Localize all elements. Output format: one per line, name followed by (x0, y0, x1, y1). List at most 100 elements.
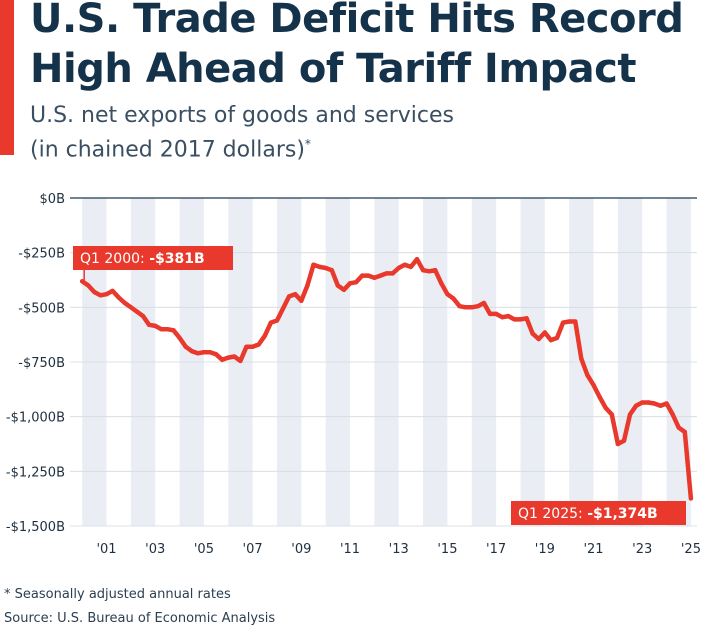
data-point (153, 323, 158, 329)
data-point (274, 318, 280, 323)
subtitle-line-1: U.S. net exports of goods and services (30, 103, 455, 128)
series-points (79, 257, 694, 501)
data-point (664, 401, 669, 406)
annotation-box-end (511, 501, 686, 525)
data-point (500, 314, 505, 320)
data-point (329, 267, 334, 273)
subtitle-units: (in chained 2017 dollars) (30, 137, 305, 163)
y-tick-label: -$1,250B (6, 465, 65, 480)
data-point (451, 296, 456, 301)
data-point (512, 317, 517, 322)
x-tick-label: '17 (486, 542, 506, 557)
y-tick-label: -$1,500B (6, 520, 65, 535)
data-point (104, 292, 109, 297)
data-point (189, 348, 194, 354)
data-point (122, 300, 127, 306)
data-point (676, 425, 681, 430)
data-point (579, 356, 584, 361)
data-point (128, 305, 134, 310)
y-tick-label: -$500B (18, 301, 65, 316)
data-point (573, 319, 578, 324)
y-tick-label: -$1,000B (6, 411, 65, 426)
x-tick-label: '13 (389, 542, 409, 557)
data-point (201, 349, 207, 355)
data-point (171, 328, 176, 333)
footnote: * Seasonally adjusted annual rates (4, 587, 231, 602)
data-point (177, 335, 182, 341)
data-point (402, 262, 408, 267)
data-point (566, 319, 572, 324)
data-point (633, 403, 639, 408)
data-point (414, 257, 420, 262)
data-point (293, 292, 298, 297)
annotations: Q1 2000: -$381B Q1 2025: -$1,374B (73, 246, 686, 525)
data-point (353, 279, 359, 285)
data-point (688, 496, 694, 501)
data-point (213, 352, 219, 357)
data-point (268, 320, 274, 325)
data-point (463, 305, 468, 310)
data-point (658, 403, 663, 408)
data-point (652, 401, 657, 406)
data-point (79, 279, 85, 284)
data-point (207, 349, 213, 355)
footnote-mark: * (304, 137, 311, 151)
x-tick-label: '05 (194, 542, 214, 557)
annotation-value: -$381B (149, 251, 204, 267)
annotation-prefix: Q1 2025: (518, 506, 587, 522)
line-chart: $0B -$250B -$500B -$750B -$1,000B -$1,250B -$1… (6, 192, 701, 557)
data-point (244, 344, 249, 349)
x-tick-label: '21 (583, 542, 603, 557)
data-point (366, 273, 371, 278)
data-point (335, 283, 341, 288)
data-point (433, 267, 438, 273)
annotation-label-end: Q1 2025: -$1,374B (518, 506, 658, 522)
x-axis: '01 '03 '05 '07 '09 '11 '13 '15 '17 '19 '21 '23 '25 (96, 542, 701, 557)
data-point (408, 264, 414, 270)
data-point (317, 264, 322, 270)
data-point (524, 316, 529, 321)
data-point (670, 412, 675, 417)
data-point (311, 262, 316, 267)
y-tick-label: -$750B (18, 356, 65, 371)
y-tick-label: $0B (40, 192, 65, 207)
annotation-value: -$1,374B (587, 506, 658, 522)
data-point (426, 269, 432, 274)
x-tick-label: '01 (96, 542, 116, 557)
data-point (226, 355, 231, 360)
data-point (98, 293, 103, 298)
data-point (487, 311, 493, 317)
data-point (219, 357, 225, 363)
chart-title: U.S. Trade Deficit Hits Record High Ahea… (30, 0, 684, 92)
data-point (262, 333, 267, 338)
data-point (481, 300, 487, 306)
data-point (286, 294, 292, 299)
x-tick-label: '19 (535, 542, 555, 557)
chart-subtitle: U.S. net exports of goods and services (… (30, 101, 454, 164)
data-point (347, 281, 353, 286)
data-point (506, 313, 511, 319)
data-point (518, 317, 523, 322)
data-point (560, 320, 566, 325)
data-point (445, 292, 450, 297)
data-point (597, 394, 602, 400)
data-point (646, 400, 651, 405)
y-tick-label: -$250B (18, 247, 65, 262)
data-point (256, 342, 261, 347)
data-point (554, 335, 560, 341)
data-point (457, 304, 462, 309)
data-point (548, 337, 554, 343)
data-point (396, 265, 401, 271)
data-point (682, 429, 688, 435)
x-tick-label: '23 (632, 542, 652, 557)
subtitle-line-2: (in chained 2017 dollars)* (30, 130, 454, 164)
data-point (140, 313, 146, 319)
data-point (92, 289, 97, 295)
data-point (359, 273, 365, 278)
data-point (372, 275, 377, 281)
data-point (299, 298, 304, 303)
data-point (621, 438, 627, 443)
data-point (603, 405, 608, 411)
data-point (250, 344, 255, 349)
data-point (384, 271, 389, 276)
